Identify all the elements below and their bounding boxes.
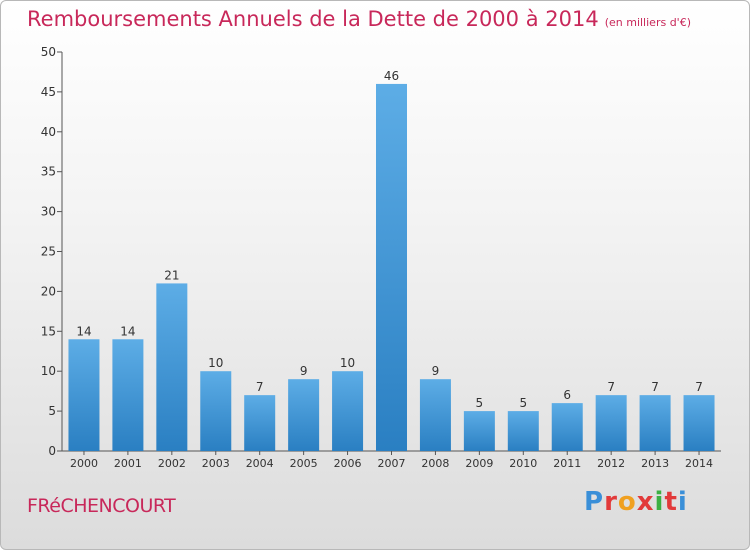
bar	[200, 371, 232, 451]
x-tick-label: 2012	[597, 457, 625, 470]
x-tick-label: 2007	[378, 457, 406, 470]
x-tick-label: 2014	[685, 457, 713, 470]
y-tick-label: 50	[41, 45, 56, 59]
x-tick-label: 2000	[70, 457, 98, 470]
x-tick-label: 2005	[290, 457, 318, 470]
logo-letter: o	[617, 487, 637, 517]
x-tick-label: 2009	[465, 457, 493, 470]
data-label: 10	[340, 356, 355, 370]
chart-title-text: Remboursements Annuels de la Dette de 20…	[27, 7, 599, 31]
bar	[112, 339, 144, 451]
y-tick-label: 40	[41, 125, 56, 139]
y-tick-label: 0	[48, 444, 56, 458]
bar	[551, 403, 583, 451]
y-tick-label: 15	[41, 324, 56, 338]
data-label: 5	[519, 396, 527, 410]
data-label: 7	[607, 380, 615, 394]
x-tick-label: 2011	[553, 457, 581, 470]
proxiti-logo[interactable]: Proxiti	[584, 487, 688, 517]
bar	[463, 411, 495, 451]
x-tick-label: 2004	[246, 457, 274, 470]
commune-name: FRéCHENCOURT	[27, 495, 176, 517]
data-label: 7	[695, 380, 703, 394]
bar	[683, 395, 715, 451]
y-tick-label: 25	[41, 245, 56, 259]
data-label: 10	[208, 356, 223, 370]
bar	[68, 339, 100, 451]
y-tick-label: 45	[41, 85, 56, 99]
data-label: 14	[120, 324, 135, 338]
bar	[507, 411, 539, 451]
data-label: 21	[164, 268, 179, 282]
data-label: 14	[76, 324, 91, 338]
y-axis: 0 5 10 15 20 25 30 35 40 45 50	[41, 45, 63, 458]
logo-letter: t	[664, 487, 678, 517]
data-label: 7	[651, 380, 659, 394]
logo-letter: P	[584, 487, 605, 517]
y-tick-label: 35	[41, 165, 56, 179]
logo-letter: x	[636, 487, 655, 517]
bar	[244, 395, 276, 451]
x-tick-label: 2001	[114, 457, 142, 470]
data-label: 9	[432, 364, 440, 378]
logo-letter: i	[677, 487, 688, 517]
logo-letter: i	[654, 487, 665, 517]
bar	[288, 379, 320, 451]
y-tick-label: 30	[41, 205, 56, 219]
bar	[332, 371, 364, 451]
chart-subtitle: (en milliers d'€)	[604, 16, 691, 29]
x-tick-label: 2002	[158, 457, 186, 470]
x-tick-label: 2013	[641, 457, 669, 470]
bar	[639, 395, 671, 451]
data-label: 46	[384, 69, 399, 83]
x-tick-label: 2008	[421, 457, 449, 470]
data-label: 5	[476, 396, 484, 410]
data-label: 7	[256, 380, 264, 394]
data-label: 9	[300, 364, 308, 378]
logo-letter: r	[604, 487, 618, 517]
bar	[419, 379, 451, 451]
bar	[156, 283, 188, 451]
bar	[595, 395, 627, 451]
y-tick-label: 20	[41, 284, 56, 298]
x-tick-label: 2010	[509, 457, 537, 470]
bars	[68, 83, 715, 452]
y-tick-label: 10	[41, 364, 56, 378]
y-tick-label: 5	[48, 404, 56, 418]
x-axis: 2000 2001 2002 2003 2004 2005 2006 2007 2008 2009…	[62, 450, 721, 470]
chart-title: Remboursements Annuels de la Dette de 20…	[27, 7, 691, 31]
bar	[376, 83, 407, 452]
data-labels: 14 14 21 10 7 9 10 46 9 5 5 6 7 7 7	[76, 69, 703, 410]
x-tick-label: 2006	[334, 457, 362, 470]
data-label: 6	[563, 388, 571, 402]
x-tick-label: 2003	[202, 457, 230, 470]
